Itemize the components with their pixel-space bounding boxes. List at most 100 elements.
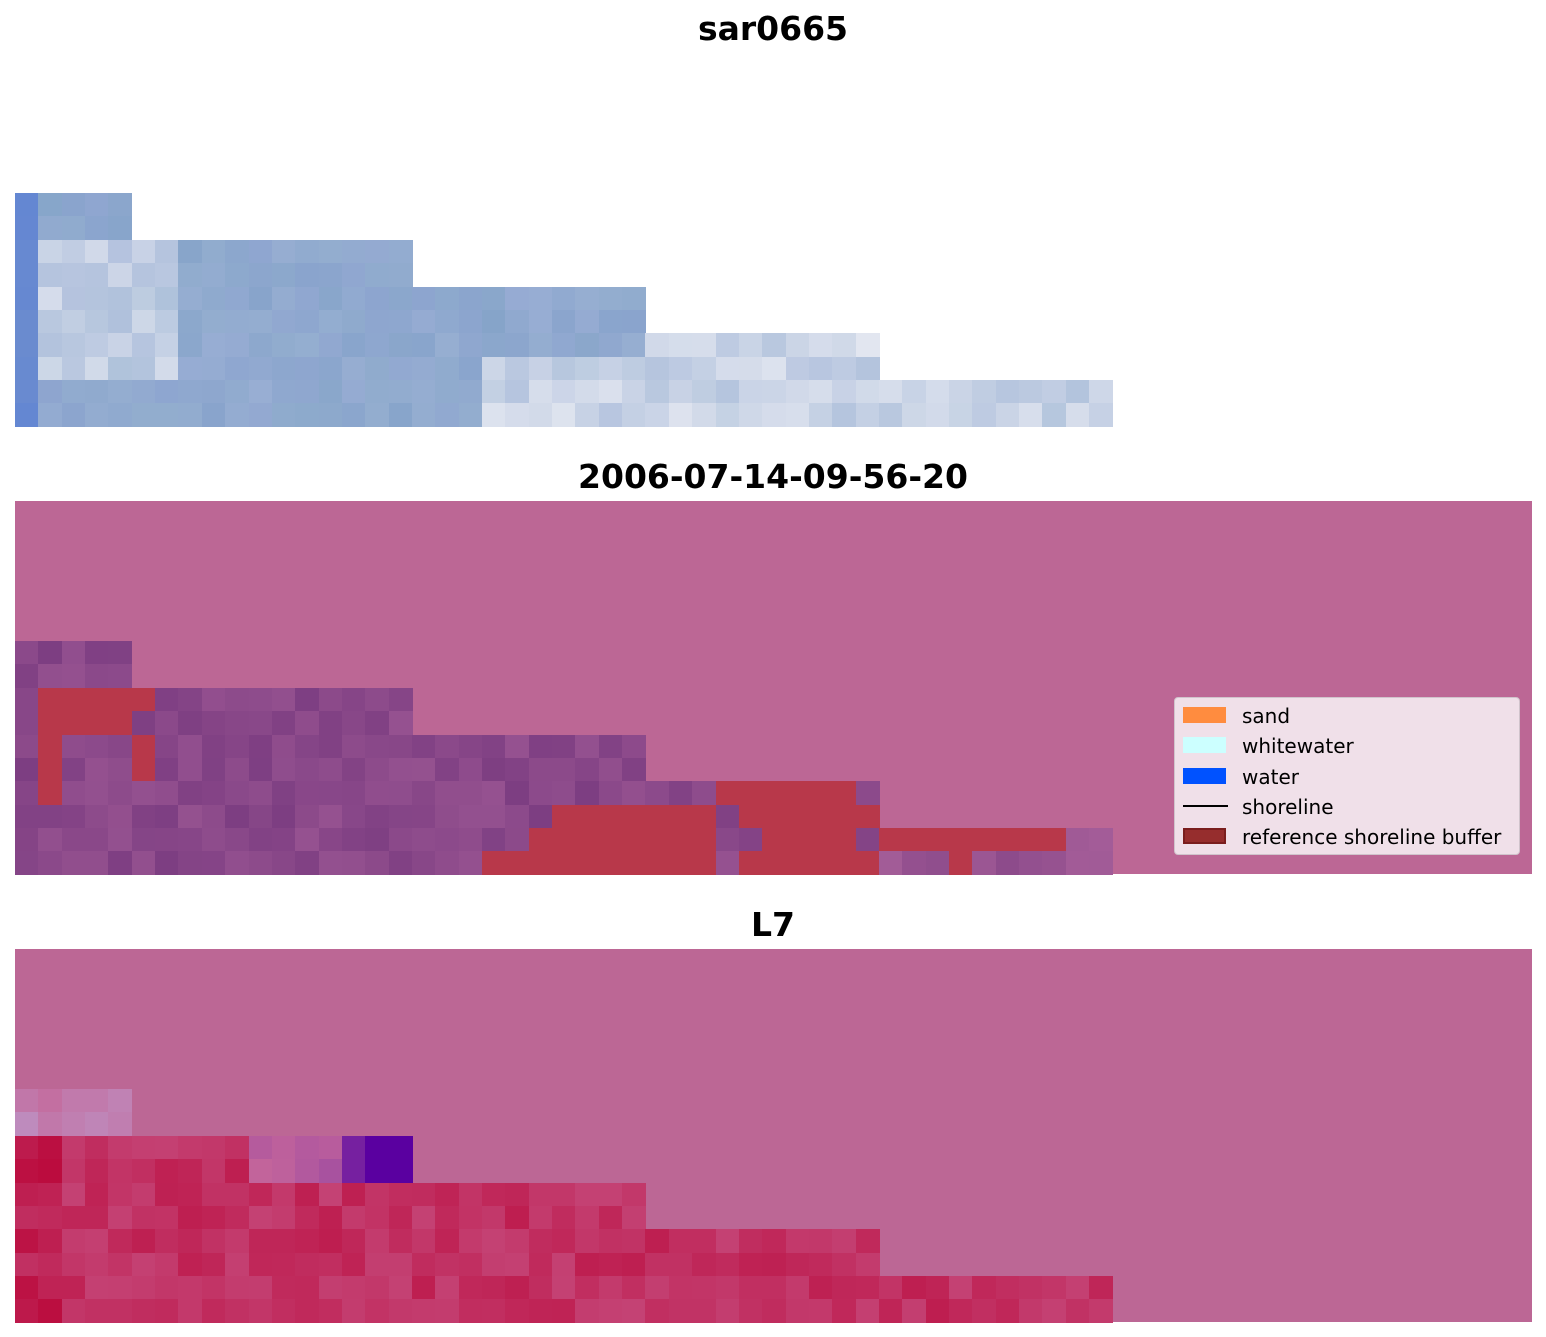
- rgb-pixel: [225, 309, 250, 334]
- rgb-pixel: [972, 379, 997, 404]
- rgb-pixel: [318, 333, 343, 358]
- rgb-pixel: [855, 403, 880, 428]
- index-pixel: [295, 1252, 320, 1277]
- index-pixel: [155, 1135, 180, 1160]
- rgb-pixel: [85, 333, 109, 358]
- index-pixel: [248, 1229, 273, 1254]
- index-pixel: [341, 1159, 366, 1184]
- index-pixel: [552, 1182, 576, 1207]
- classified-pixel: [645, 827, 670, 852]
- rgb-pixel: [131, 286, 156, 311]
- index-pixel: [388, 1252, 413, 1277]
- index-pixel: [808, 1275, 833, 1300]
- rgb-pixel: [388, 309, 413, 334]
- classified-pixel: [201, 851, 226, 876]
- index-pixel: [155, 1159, 180, 1184]
- rgb-pixel: [61, 403, 86, 428]
- rgb-pixel: [505, 333, 530, 358]
- classified-pixel: [505, 734, 530, 759]
- classified-pixel: [108, 781, 133, 806]
- index-pixel: [38, 1159, 63, 1184]
- index-pixel: [411, 1229, 436, 1254]
- index-pixel: [248, 1275, 273, 1300]
- classified-pixel: [972, 851, 997, 876]
- classified-pixel: [178, 804, 203, 829]
- rgb-pixel: [995, 403, 1020, 428]
- index-pixel: [972, 1275, 997, 1300]
- classified-pixel: [341, 687, 366, 712]
- index-pixel: [995, 1299, 1020, 1324]
- rgb-pixel: [15, 356, 39, 381]
- index-pixel: [108, 1275, 133, 1300]
- rgb-pixel: [505, 379, 530, 404]
- index-pixel: [85, 1089, 109, 1114]
- rgb-pixel: [972, 403, 997, 428]
- index-pixel: [178, 1275, 203, 1300]
- index-pixel: [61, 1229, 86, 1254]
- index-pixel: [785, 1299, 810, 1324]
- rgb-pixel: [131, 309, 156, 334]
- classified-pixel: [411, 781, 436, 806]
- classified-pixel: [108, 851, 133, 876]
- classified-pixel: [38, 851, 63, 876]
- classified-pixel: [575, 781, 600, 806]
- classified-pixel: [552, 757, 576, 782]
- classified-pixel: [528, 734, 553, 759]
- rgb-pixel: [15, 216, 39, 241]
- classified-pixel: [622, 827, 647, 852]
- rgb-pixel: [808, 403, 833, 428]
- rgb-pixel: [341, 286, 366, 311]
- index-pixel: [949, 1275, 973, 1300]
- rgb-pixel: [738, 379, 763, 404]
- index-pixel: [365, 1299, 390, 1324]
- rgb-pixel: [715, 333, 740, 358]
- index-pixel: [131, 1229, 156, 1254]
- rgb-pixel: [178, 379, 203, 404]
- rgb-pixel: [201, 333, 226, 358]
- index-pixel: [108, 1182, 133, 1207]
- index-pixel: [318, 1275, 343, 1300]
- index-pixel: [295, 1159, 320, 1184]
- classified-pixel: [178, 781, 203, 806]
- rgb-pixel: [61, 379, 86, 404]
- rgb-pixel: [762, 379, 787, 404]
- rgb-pixel: [645, 379, 670, 404]
- classified-pixel: [715, 804, 740, 829]
- index-pixel: [715, 1229, 740, 1254]
- index-pixel: [902, 1299, 927, 1324]
- index-pixel: [388, 1275, 413, 1300]
- classified-pixel: [271, 711, 296, 736]
- classified-pixel: [85, 757, 109, 782]
- rgb-pixel: [1042, 379, 1067, 404]
- index-pixel: [458, 1182, 483, 1207]
- index-pixel: [318, 1299, 343, 1324]
- rgb-pixel: [832, 333, 857, 358]
- index-pixel: [528, 1252, 553, 1277]
- index-pixel: [61, 1159, 86, 1184]
- index-pixel: [715, 1275, 740, 1300]
- rgb-pixel: [458, 403, 483, 428]
- rgb-pixel: [598, 309, 623, 334]
- index-pixel: [38, 1252, 63, 1277]
- rgb-pixel: [411, 286, 436, 311]
- panel-title-satellite: L7: [751, 905, 795, 944]
- index-pixel: [715, 1252, 740, 1277]
- index-pixel: [295, 1135, 320, 1160]
- index-pixel: [808, 1252, 833, 1277]
- classified-pixel: [108, 641, 133, 666]
- rgb-pixel: [365, 286, 390, 311]
- index-pixel: [38, 1182, 63, 1207]
- classified-pixel: [201, 781, 226, 806]
- classified-pixel: [388, 804, 413, 829]
- classified-pixel: [528, 757, 553, 782]
- classified-pixel: [61, 827, 86, 852]
- rgb-pixel: [832, 403, 857, 428]
- index-pixel: [528, 1229, 553, 1254]
- index-pixel: [808, 1229, 833, 1254]
- rgb-pixel: [295, 286, 320, 311]
- rgb-pixel: [155, 333, 180, 358]
- classified-pixel: [341, 711, 366, 736]
- rgb-pixel: [552, 356, 576, 381]
- rgb-pixel: [271, 379, 296, 404]
- rgb-pixel: [201, 309, 226, 334]
